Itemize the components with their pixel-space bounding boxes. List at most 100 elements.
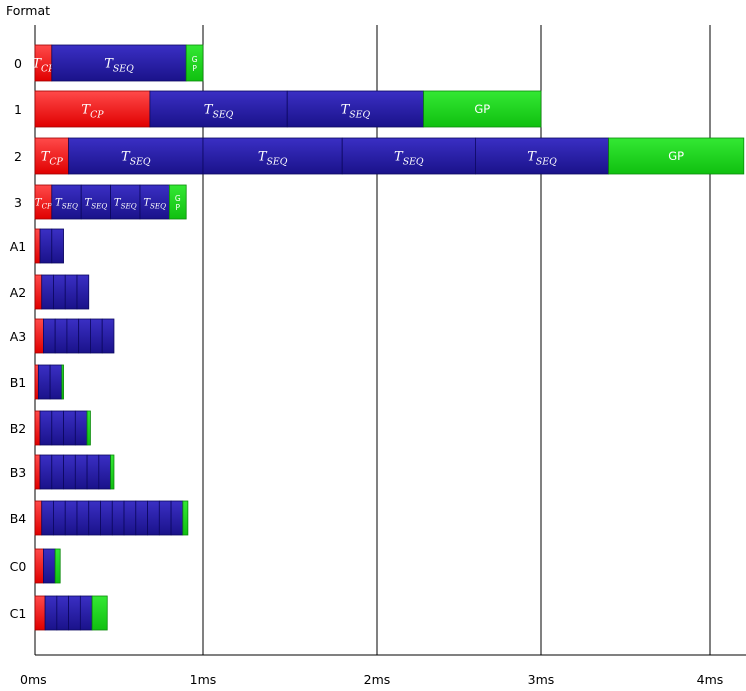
seq-segment <box>86 454 100 490</box>
seq-segment <box>147 500 160 536</box>
row-labels: 0 1 2 3 A1 A2 A3 B1 B2 B3 B4 C0 C1 <box>10 56 27 621</box>
seq-segment <box>37 364 51 400</box>
seq-segment <box>74 410 88 446</box>
seq-segment <box>79 595 93 631</box>
seq-label: TSEQ <box>204 103 234 121</box>
x-tick-label: 2ms <box>364 672 391 687</box>
row-label: 2 <box>14 149 22 164</box>
seq-label: TSEQ <box>114 198 137 211</box>
seq-segment <box>123 500 137 536</box>
seq-segment <box>80 184 111 220</box>
seq-label: TSEQ <box>55 198 78 211</box>
frame-row <box>34 410 91 446</box>
seq-segment <box>170 500 184 536</box>
row-label: B1 <box>10 375 27 390</box>
seq-label: TSEQ <box>341 103 371 121</box>
x-tick-label: 4ms <box>697 672 724 687</box>
seq-segment <box>68 137 204 175</box>
seq-label: TSEQ <box>258 150 288 168</box>
seq-segment <box>74 454 88 490</box>
row-label: C1 <box>10 606 27 621</box>
seq-segment <box>41 274 54 310</box>
seq-segment <box>135 500 148 536</box>
seq-segment <box>43 318 56 354</box>
row-label: A3 <box>10 329 27 344</box>
seq-segment <box>158 500 172 536</box>
seq-segment <box>63 410 76 446</box>
cp-segment <box>34 90 151 128</box>
seq-segment <box>51 454 64 490</box>
seq-segment <box>43 548 56 584</box>
gp-label: G <box>175 194 181 203</box>
seq-segment <box>474 137 609 175</box>
seq-segment <box>139 184 170 220</box>
frame-row <box>34 318 115 354</box>
cp-segment <box>34 410 41 446</box>
seq-segment <box>39 410 53 446</box>
seq-segment <box>90 318 103 354</box>
seq-label: TSEQ <box>121 150 151 168</box>
gp-segment <box>185 44 204 82</box>
row-label: B3 <box>10 465 27 480</box>
gp-label: G <box>192 55 198 64</box>
gp-label: P <box>176 203 181 212</box>
seq-segment <box>149 90 288 128</box>
seq-segment <box>51 44 187 82</box>
seq-segment <box>286 90 424 128</box>
seq-label: TSEQ <box>143 198 166 211</box>
cp-label: TCP <box>41 150 64 168</box>
seq-segment <box>44 595 58 631</box>
seq-segment <box>68 595 81 631</box>
axis-title: Format <box>6 3 50 18</box>
row-label: 1 <box>14 102 22 117</box>
seq-segment <box>341 137 476 175</box>
frame-row: TCP TSEQ TSEQ GP <box>34 90 542 128</box>
seq-segment <box>63 454 76 490</box>
gp-label: GP <box>474 102 490 116</box>
seq-segment <box>56 595 70 631</box>
cp-segment <box>34 595 46 631</box>
seq-label: TSEQ <box>104 57 134 75</box>
seq-segment <box>88 500 101 536</box>
frame-row <box>34 228 64 264</box>
seq-segment <box>54 318 68 354</box>
gp-label: GP <box>668 149 684 163</box>
cp-label: TCP <box>81 103 104 121</box>
seq-label: TSEQ <box>85 198 108 211</box>
frame-row: TCP TSEQ GP <box>32 44 204 82</box>
seq-segment <box>41 500 54 536</box>
x-tick-label: 3ms <box>528 672 555 687</box>
gp-segment <box>86 410 91 446</box>
cp-segment <box>34 500 43 536</box>
seq-segment <box>51 184 82 220</box>
seq-segment <box>64 500 78 536</box>
x-tick-label: 1ms <box>190 672 217 687</box>
frame-row <box>34 595 108 631</box>
seq-segment <box>51 228 64 264</box>
row-label: B2 <box>10 421 27 436</box>
gp-segment <box>423 90 542 128</box>
seq-segment <box>76 274 90 310</box>
seq-segment <box>51 410 64 446</box>
seq-segment <box>39 454 53 490</box>
row-label: A1 <box>10 239 27 254</box>
gp-segment <box>54 548 61 584</box>
gp-segment <box>110 454 115 490</box>
cp-segment <box>34 454 41 490</box>
seq-segment <box>53 274 66 310</box>
frame-row <box>34 274 90 310</box>
seq-segment <box>53 500 66 536</box>
seq-segment <box>76 500 90 536</box>
cp-label: TCP <box>32 57 55 75</box>
gp-segment <box>182 500 189 536</box>
cp-segment <box>34 137 69 175</box>
seq-segment <box>98 454 111 490</box>
row-label: 3 <box>14 195 22 210</box>
row-label: B4 <box>10 511 27 526</box>
gp-segment <box>61 364 64 400</box>
frame-row <box>34 454 115 490</box>
x-tick-label: 0ms <box>20 672 47 687</box>
seq-segment <box>64 274 78 310</box>
